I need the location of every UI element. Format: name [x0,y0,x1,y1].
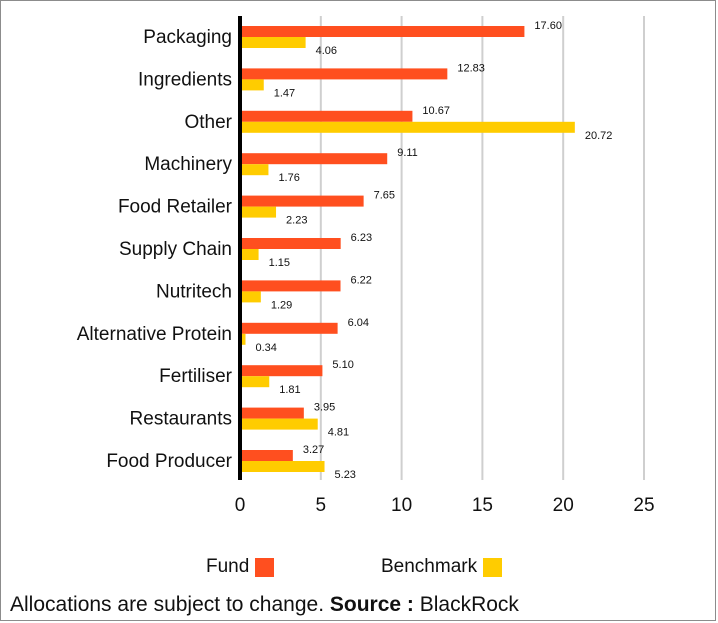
value-label-benchmark: 4.06 [316,45,337,57]
category-label: Machinery [144,154,232,175]
legend-label-benchmark: Benchmark [381,556,478,577]
bar-fund [241,110,413,122]
footnote-text: Allocations are subject to change. [10,593,330,616]
value-label-fund: 6.04 [348,317,369,329]
x-tick-label: 5 [316,495,327,516]
value-label-fund: 9.11 [397,147,418,159]
footnote: Allocations are subject to change. Sourc… [10,593,519,617]
category-label: Alternative Protein [77,324,232,345]
bar-benchmark [241,37,306,48]
value-label-fund: 17.60 [534,20,562,32]
value-label-fund: 3.95 [314,402,335,414]
bar-benchmark [241,249,259,260]
category-label: Restaurants [130,409,232,430]
value-label-benchmark: 0.34 [255,342,276,354]
value-label-fund: 7.65 [374,190,395,202]
bar-benchmark [241,418,318,430]
bar-benchmark [241,376,270,388]
value-label-benchmark: 1.81 [279,384,300,396]
value-label-fund: 6.23 [351,232,372,244]
bar-benchmark [241,461,325,472]
value-label-fund: 3.27 [303,444,324,456]
category-label: Packaging [143,27,232,48]
bar-fund [241,68,448,80]
bar-benchmark [241,206,277,218]
bar-fund [241,195,364,207]
value-label-benchmark: 4.81 [328,427,349,439]
category-label: Nutritech [156,281,232,302]
value-label-fund: 12.83 [457,62,485,74]
data-labels: 17.60 4.06 12.83 1.47 10.67 20.72 9.11 1.76 7.65… [255,20,612,481]
bar-fund [241,280,341,292]
legend-item-benchmark: Benchmark [381,556,503,578]
bar-benchmark [241,79,264,91]
bar-benchmark [241,164,269,176]
legend-swatch-benchmark [483,557,503,577]
bar-fund [241,450,293,461]
value-label-fund: 10.67 [422,105,450,117]
bar-fund [241,238,341,249]
x-tick-label: 25 [633,495,654,516]
gridlines [319,16,645,480]
value-label-benchmark: 20.72 [585,130,613,142]
x-tick-label: 10 [391,495,412,516]
bar-fund [241,365,323,377]
category-label: Food Producer [106,451,232,472]
value-label-benchmark: 1.29 [271,299,292,311]
bars [241,26,575,472]
bar-benchmark [241,333,246,345]
source-value: BlackRock [413,593,519,616]
bar-benchmark [241,121,575,133]
x-tick-label: 0 [235,495,246,516]
category-label: Ingredients [138,69,232,90]
legend-item-fund: Fund [206,556,275,578]
category-label: Fertiliser [159,366,233,387]
legend: Fund Benchmark [0,556,716,582]
bar-fund [241,26,525,37]
bar-benchmark [241,291,261,303]
bar-fund [241,153,388,165]
x-tick-label: 15 [472,495,493,516]
legend-swatch-fund [255,557,275,577]
value-label-benchmark: 1.15 [269,257,290,269]
value-label-benchmark: 1.76 [278,172,299,184]
value-label-benchmark: 2.23 [286,215,307,227]
value-label-benchmark: 5.23 [335,469,356,481]
legend-label-fund: Fund [206,556,250,577]
value-label-fund: 5.10 [332,359,353,371]
category-label: Supply Chain [119,239,232,260]
category-label: Food Retailer [118,197,233,218]
value-label-fund: 6.22 [351,274,372,286]
bar-fund [241,407,304,419]
category-label: Other [184,112,232,133]
x-tick-labels: 0 5 10 15 20 25 [235,495,655,516]
source-label: Source : [329,593,414,616]
bar-chart: 17.60 4.06 12.83 1.47 10.67 20.72 9.11 1.76 7.65… [77,16,655,516]
value-label-benchmark: 1.47 [274,87,295,99]
category-labels: Packaging Ingredients Other Machinery Food R… [77,27,233,472]
x-tick-label: 20 [553,495,574,516]
bar-fund [241,322,338,334]
